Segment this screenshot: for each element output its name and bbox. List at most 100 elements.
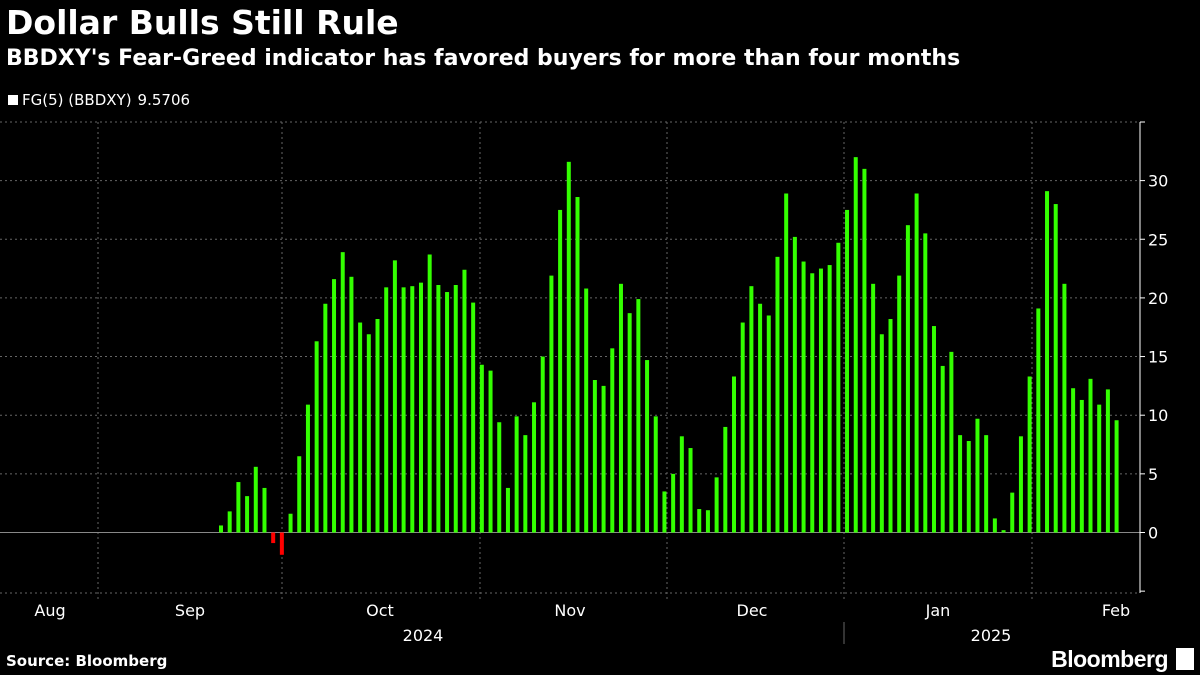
bar	[905, 225, 910, 533]
bar	[888, 319, 893, 533]
bar	[584, 288, 589, 533]
bar	[540, 356, 545, 533]
bar	[705, 510, 710, 533]
bar	[245, 496, 250, 533]
bar	[627, 313, 632, 533]
bar	[575, 197, 580, 533]
bar	[305, 404, 310, 533]
x-tick-label: Aug	[34, 601, 65, 620]
bar	[679, 436, 684, 533]
bar	[401, 287, 406, 533]
bar	[462, 269, 467, 533]
bar	[427, 254, 432, 533]
bar	[653, 416, 658, 533]
bar	[749, 286, 754, 533]
bar	[253, 466, 258, 533]
y-tick-label: 10	[1148, 406, 1168, 425]
bar	[723, 426, 728, 533]
bloomberg-chart-icon	[1176, 648, 1194, 670]
bar	[532, 402, 537, 533]
bar	[845, 209, 850, 533]
bar	[558, 209, 563, 533]
bar	[514, 416, 519, 533]
bar	[931, 326, 936, 533]
bar	[262, 487, 267, 533]
bar	[671, 473, 676, 533]
legend-swatch	[8, 95, 18, 105]
bar	[1097, 404, 1102, 533]
x-tick-label: Jan	[925, 601, 951, 620]
bar	[827, 265, 832, 533]
y-tick-label: 20	[1148, 289, 1168, 308]
year-label: 2024	[403, 626, 444, 645]
bar	[871, 283, 876, 533]
bar	[1105, 389, 1110, 533]
bar	[1018, 436, 1023, 533]
y-tick-label: 30	[1148, 172, 1168, 191]
bar	[314, 341, 319, 533]
bar	[497, 422, 502, 533]
bar	[940, 365, 945, 533]
bar	[601, 385, 606, 533]
bar	[375, 319, 380, 533]
x-tick-label: Dec	[737, 601, 768, 620]
bar	[1079, 399, 1084, 533]
bar	[332, 279, 337, 533]
bar	[471, 302, 476, 533]
bar	[792, 236, 797, 533]
bar	[384, 287, 389, 533]
bar	[975, 418, 980, 533]
bar	[279, 532, 284, 555]
bar	[523, 435, 528, 533]
bar	[636, 299, 641, 533]
bar	[453, 285, 458, 533]
bar	[445, 292, 450, 533]
bar	[1001, 530, 1006, 533]
bar	[818, 268, 823, 533]
bar	[1114, 420, 1119, 533]
bar	[436, 285, 441, 533]
bar	[505, 487, 510, 533]
bar	[992, 518, 997, 533]
bar	[236, 482, 241, 533]
bar	[566, 161, 571, 533]
bar	[1088, 378, 1093, 533]
chart-title: Dollar Bulls Still Rule	[6, 3, 399, 42]
bar	[714, 477, 719, 533]
bar	[610, 348, 615, 533]
bar	[984, 435, 989, 533]
bar	[549, 275, 554, 533]
bar	[227, 511, 232, 533]
bar	[740, 322, 745, 533]
bar	[323, 303, 328, 533]
bar	[853, 157, 858, 533]
bar	[488, 370, 493, 533]
bar	[697, 509, 702, 533]
bar	[479, 364, 484, 533]
bar	[662, 491, 667, 533]
source-note: Source: Bloomberg	[6, 652, 168, 670]
bar	[923, 233, 928, 533]
bar	[862, 168, 867, 533]
legend-label: FG(5) (BBDXY)	[22, 91, 132, 109]
y-tick-label: 5	[1148, 465, 1158, 484]
bar	[1036, 308, 1041, 533]
bar	[592, 380, 597, 533]
bar	[1045, 191, 1050, 533]
bar	[410, 286, 415, 533]
bar	[1062, 283, 1067, 533]
bar	[801, 261, 806, 533]
bar	[879, 334, 884, 533]
bar	[732, 376, 736, 533]
bar	[966, 441, 971, 533]
bar	[810, 273, 815, 533]
bar	[418, 282, 423, 533]
bar	[288, 513, 293, 533]
bar	[897, 275, 902, 533]
bar	[219, 525, 223, 533]
bar	[392, 260, 397, 533]
x-tick-label: Feb	[1102, 601, 1130, 620]
bar	[766, 315, 771, 533]
bar	[688, 448, 693, 533]
